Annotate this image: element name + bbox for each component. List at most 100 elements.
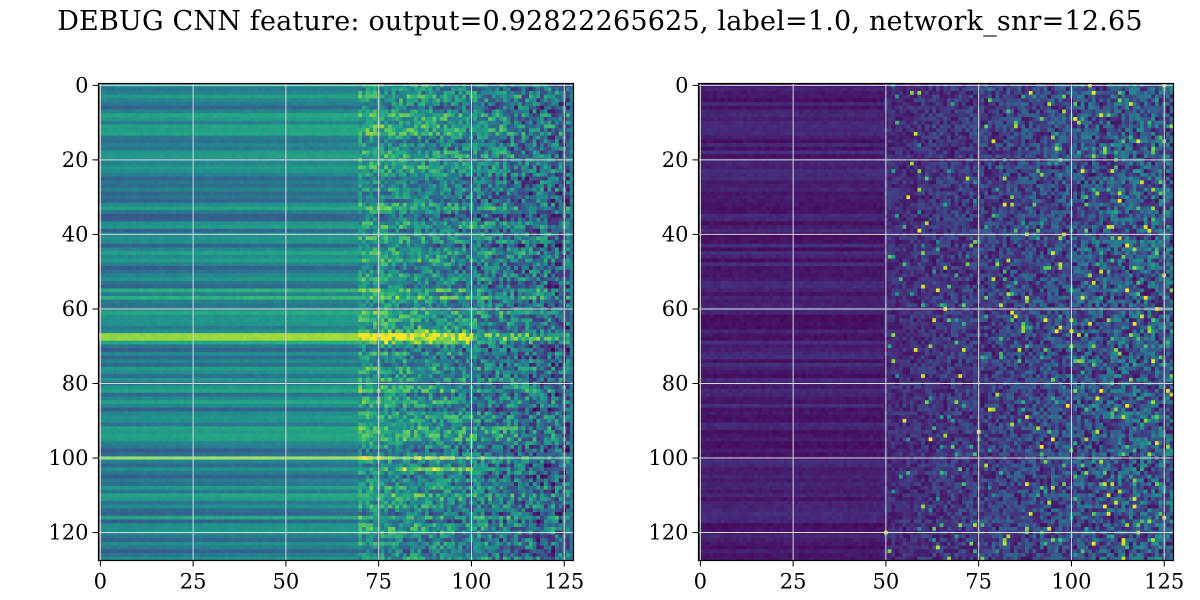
heatmap-cell (369, 117, 374, 122)
heatmap-cell (410, 172, 415, 178)
heatmap-cell (154, 139, 159, 144)
heatmap-cell (339, 117, 344, 122)
heatmap-cell (109, 124, 114, 129)
heatmap-cell (484, 225, 489, 230)
heatmap-cell (569, 124, 574, 129)
heatmap-cell (224, 225, 229, 230)
heatmap-cell (128, 117, 133, 122)
heatmap-cell (128, 128, 133, 133)
heatmap-cell (172, 217, 177, 222)
heatmap-cell (128, 165, 133, 170)
heatmap-cell (514, 120, 519, 125)
heatmap-cell (547, 94, 552, 99)
heatmap-cell (109, 117, 114, 122)
heatmap-cell (313, 98, 318, 103)
heatmap-cell (369, 105, 374, 110)
heatmap-cell (528, 105, 534, 110)
heatmap-cell (354, 225, 359, 230)
heatmap-cell (521, 195, 526, 200)
heatmap-cell (336, 105, 341, 110)
heatmap-cell (380, 124, 385, 129)
heatmap-cell (451, 146, 456, 151)
heatmap-cell (458, 187, 463, 192)
heatmap-cell (395, 131, 400, 137)
heatmap-cell (302, 120, 307, 125)
heatmap-cell (328, 199, 333, 204)
heatmap-cell (176, 213, 181, 219)
heatmap-cell (436, 90, 441, 96)
heatmap-cell (243, 146, 248, 151)
heatmap-cell (421, 206, 426, 211)
heatmap-cell (120, 169, 125, 174)
heatmap-cell (276, 117, 281, 122)
heatmap-cell (428, 206, 433, 211)
heatmap-cell (462, 187, 467, 192)
heatmap-cell (551, 105, 556, 110)
heatmap-cell (399, 184, 404, 189)
heatmap-cell (154, 217, 159, 222)
heatmap-cell (209, 124, 214, 129)
heatmap-cell (499, 120, 504, 125)
heatmap-cell (113, 172, 118, 178)
heatmap-cell (458, 102, 463, 107)
heatmap-cell (187, 180, 192, 185)
heatmap-cell (232, 87, 237, 92)
heatmap-cell (313, 120, 318, 125)
heatmap-cell (425, 184, 430, 189)
heatmap-cell (109, 113, 114, 118)
heatmap-cell (272, 90, 277, 96)
heatmap-cell (510, 184, 515, 189)
heatmap-cell (399, 213, 404, 219)
heatmap-cell (131, 109, 136, 114)
heatmap-cell (391, 202, 396, 207)
heatmap-cell (521, 139, 526, 144)
heatmap-cell (220, 199, 226, 204)
heatmap-cell (395, 87, 400, 92)
heatmap-cell (291, 221, 296, 226)
heatmap-cell (350, 161, 355, 166)
heatmap-cell (310, 150, 315, 155)
heatmap-cell (566, 105, 571, 110)
heatmap-cell (310, 221, 315, 226)
heatmap-cell (295, 161, 300, 166)
heatmap-cell (302, 195, 307, 200)
heatmap-cell (139, 210, 144, 215)
heatmap-cell (432, 191, 437, 196)
heatmap-cell (428, 172, 433, 178)
heatmap-cell (495, 131, 500, 137)
heatmap-cell (228, 146, 233, 151)
heatmap-cell (172, 105, 177, 110)
heatmap-cell (443, 98, 448, 103)
heatmap-cell (428, 143, 433, 148)
heatmap-cell (491, 143, 496, 148)
heatmap-cell (128, 109, 133, 114)
heatmap-cell (269, 131, 274, 137)
heatmap-cell (183, 202, 188, 207)
heatmap-cell (265, 117, 270, 122)
heatmap-cell (310, 135, 315, 140)
heatmap-cell (425, 210, 430, 215)
heatmap-cell (566, 195, 571, 200)
heatmap-cell (439, 187, 444, 192)
heatmap-cell (157, 169, 162, 174)
heatmap-cell (350, 213, 355, 219)
heatmap-cell (206, 169, 211, 174)
heatmap-cell (295, 169, 300, 174)
heatmap-cell (543, 143, 548, 148)
heatmap-cell (265, 213, 270, 219)
heatmap-cell (298, 172, 303, 178)
heatmap-cell (124, 98, 129, 103)
heatmap-cell (157, 117, 162, 122)
heatmap-cell (454, 146, 459, 151)
heatmap-cell (384, 169, 389, 174)
heatmap-cell (343, 161, 348, 166)
heatmap-cell (258, 221, 263, 226)
heatmap-cell (510, 169, 515, 174)
heatmap-cell (332, 202, 337, 207)
heatmap-cell (384, 124, 389, 129)
heatmap-cell (343, 109, 348, 114)
heatmap-cell (566, 128, 571, 133)
heatmap-cell (117, 184, 122, 189)
heatmap-cell (272, 176, 277, 181)
heatmap-cell (365, 180, 370, 185)
